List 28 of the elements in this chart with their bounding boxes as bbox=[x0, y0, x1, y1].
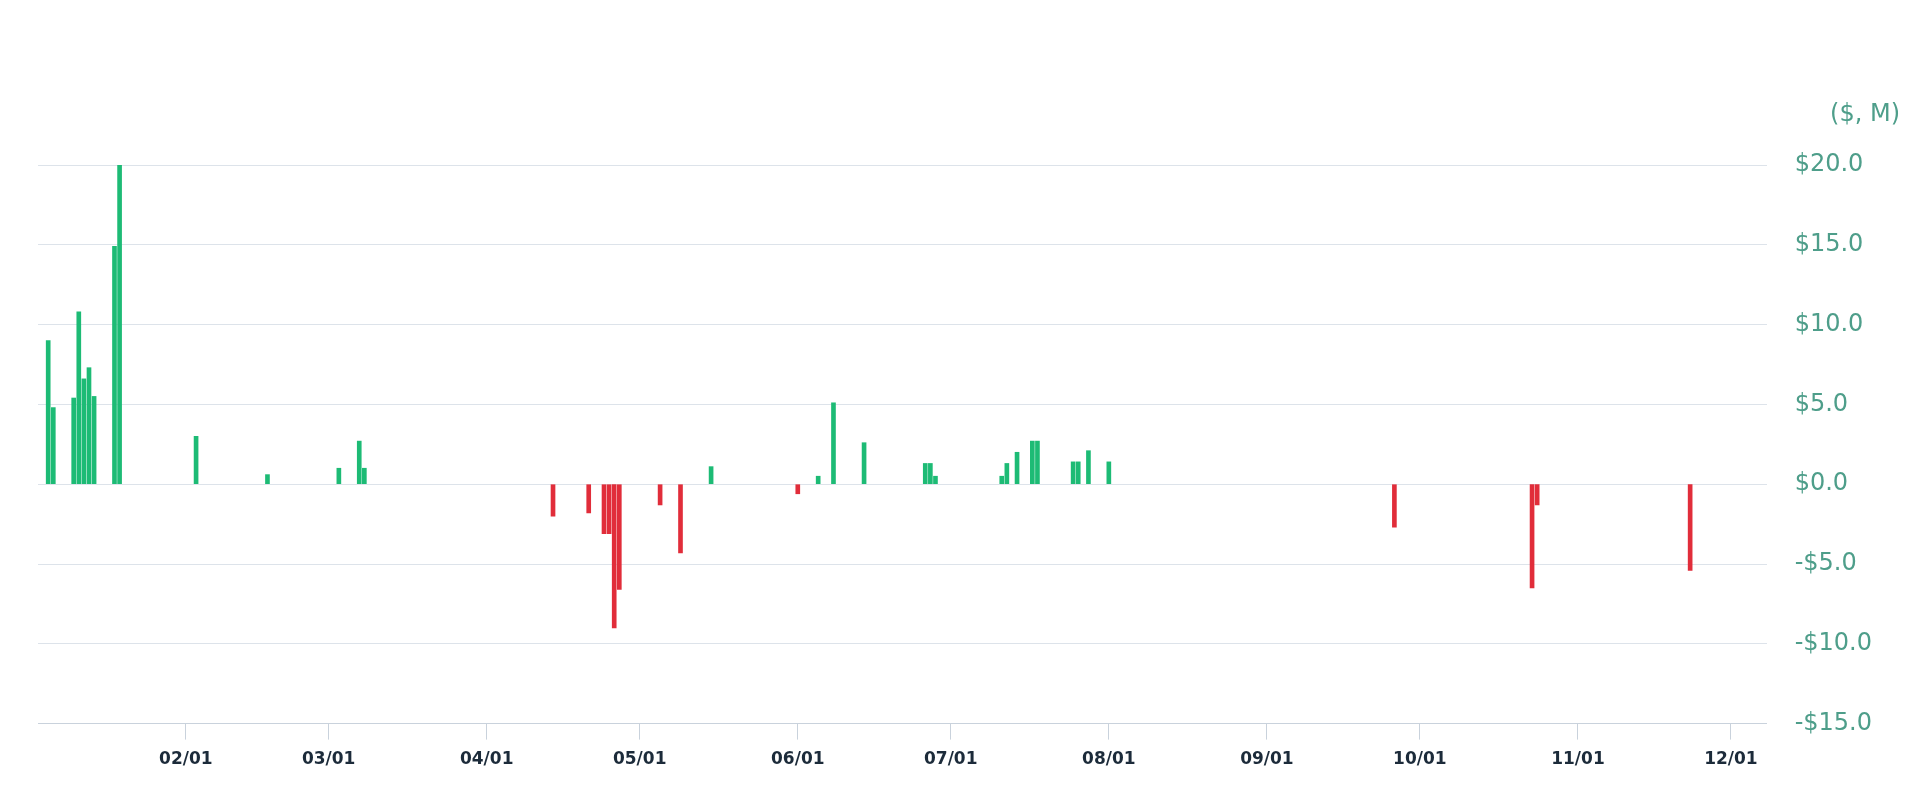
bar bbox=[678, 484, 683, 554]
bar bbox=[586, 484, 592, 514]
x-tick-label: 03/01 bbox=[301, 748, 356, 769]
y-tick-label: $5.0 bbox=[1794, 388, 1849, 417]
x-tick-label: 05/01 bbox=[612, 748, 667, 769]
bar bbox=[1075, 461, 1081, 485]
x-tick-label: 07/01 bbox=[923, 748, 978, 769]
y-axis-title: ($, M) bbox=[1830, 99, 1900, 128]
y-tick-label: $15.0 bbox=[1794, 229, 1864, 258]
x-tick-label: 10/01 bbox=[1393, 748, 1447, 769]
y-tick-label: $0.0 bbox=[1794, 468, 1849, 497]
y-tick-label: -$15.0 bbox=[1794, 707, 1873, 736]
y-tick-label: $20.0 bbox=[1794, 149, 1864, 178]
x-tick-label: 09/01 bbox=[1240, 748, 1294, 769]
x-tick-label: 08/01 bbox=[1082, 748, 1136, 769]
bar bbox=[265, 474, 270, 485]
bar bbox=[1086, 450, 1091, 485]
y-tick-label: $10.0 bbox=[1794, 308, 1864, 337]
y-tick-label: -$5.0 bbox=[1794, 548, 1857, 577]
bar bbox=[795, 484, 801, 495]
y-tick-label: -$10.0 bbox=[1794, 628, 1873, 657]
bar bbox=[831, 402, 836, 485]
x-tick-label: 11/01 bbox=[1551, 748, 1605, 769]
x-tick-label: 04/01 bbox=[459, 748, 514, 769]
x-tick-label: 12/01 bbox=[1704, 748, 1758, 769]
x-tick-label: 02/01 bbox=[159, 748, 213, 769]
bar bbox=[815, 475, 821, 485]
x-tick-label: 06/01 bbox=[771, 748, 825, 769]
